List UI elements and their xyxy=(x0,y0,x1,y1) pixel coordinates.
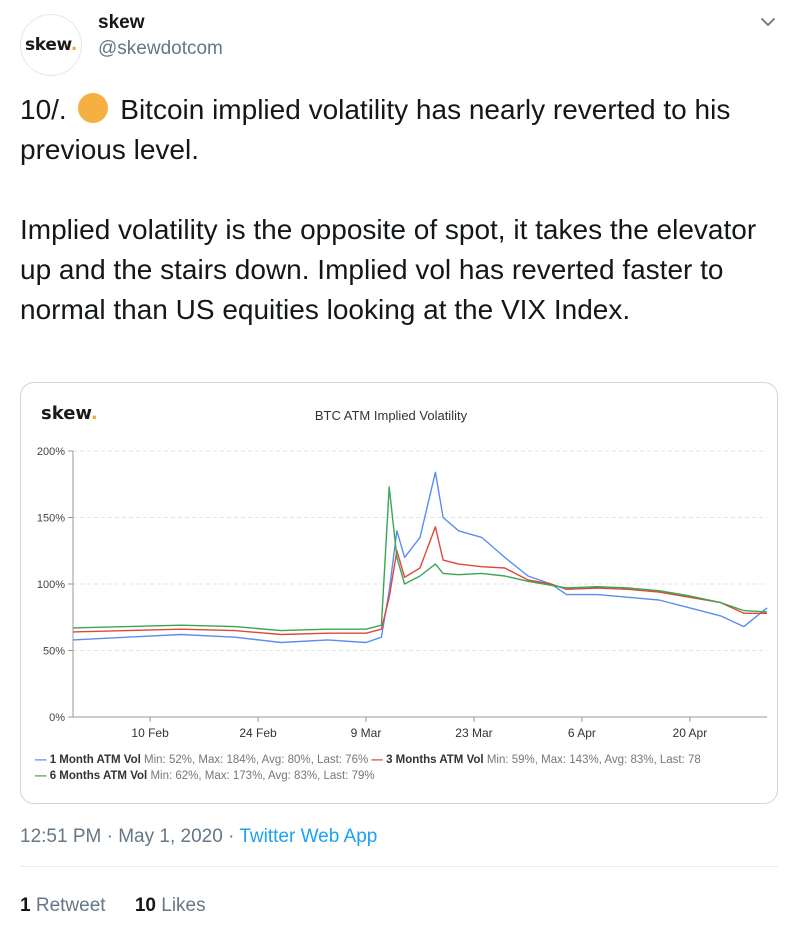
tweet-time[interactable]: 12:51 PM xyxy=(20,826,102,847)
x-tick-label: 10 Feb xyxy=(131,726,169,740)
x-tick-label: 6 Apr xyxy=(568,726,596,740)
legend-series-stats: Min: 62%, Max: 173%, Avg: 83%, Last: 79% xyxy=(150,770,374,782)
user-handle[interactable]: @skewdotcom xyxy=(98,38,223,59)
y-tick-label: 100% xyxy=(37,579,65,591)
avatar[interactable]: skew. xyxy=(20,14,82,76)
chart-title: BTC ATM Implied Volatility xyxy=(315,408,468,423)
x-tick-label: 24 Feb xyxy=(239,726,277,740)
chart-image[interactable]: skew. BTC ATM Implied Volatility 0% 50% 100%… xyxy=(20,382,778,804)
legend-swatch: — xyxy=(35,754,50,766)
legend-row: — 6 Months ATM Vol Min: 62%, Max: 173%, … xyxy=(35,770,375,782)
legend-series-stats: Min: 52%, Max: 184%, Avg: 80%, Last: 76% xyxy=(144,754,368,766)
legend-swatch: — xyxy=(35,770,50,782)
retweets-count[interactable]: 1 Retweet xyxy=(20,895,106,916)
tweet-meta: 12:51 PM · May 1, 2020 · Twitter Web App xyxy=(20,826,377,848)
legend-series-name: 1 Month ATM Vol xyxy=(50,754,144,766)
tweet-text-prefix: 10/. xyxy=(20,94,75,125)
legend-row: — 1 Month ATM Vol Min: 52%, Max: 184%, A… xyxy=(35,754,701,766)
x-tick-label: 23 Mar xyxy=(455,726,492,740)
tweet-text-main: Bitcoin implied volatility has nearly re… xyxy=(20,94,757,325)
x-tick-label: 20 Apr xyxy=(673,726,708,740)
series-line-2 xyxy=(72,526,767,636)
legend-swatch: — xyxy=(368,754,386,766)
tweet-text: 10/. Bitcoin implied volatility has near… xyxy=(20,90,780,330)
orange-circle-icon xyxy=(78,93,109,123)
display-name[interactable]: skew xyxy=(98,12,145,33)
legend-series-name: 3 Months ATM Vol xyxy=(386,754,487,766)
meta-separator: · xyxy=(101,826,119,847)
x-tick-label: 9 Mar xyxy=(351,726,382,740)
y-tick-label: 0% xyxy=(49,712,65,724)
series-line-1 xyxy=(72,471,768,644)
volatility-chart: skew. BTC ATM Implied Volatility 0% 50% 100%… xyxy=(35,403,768,782)
avatar-logo: skew. xyxy=(24,35,78,55)
y-tick-label: 50% xyxy=(43,646,65,658)
likes-count[interactable]: 10 Likes xyxy=(134,895,206,916)
tweet-header: skew. skew @skewdotcom xyxy=(20,8,780,76)
y-tick-label: 150% xyxy=(37,513,65,525)
divider xyxy=(20,866,778,867)
meta-separator: · xyxy=(222,826,240,847)
chart-brand-logo: skew. xyxy=(41,403,98,424)
legend-series-name: 6 Months ATM Vol xyxy=(50,770,151,782)
legend-series-stats: Min: 59%, Max: 143%, Avg: 83%, Last: 78 xyxy=(487,754,701,766)
chevron-down-icon[interactable] xyxy=(756,10,780,34)
tweet-stats: 1 Retweet 10 Likes xyxy=(20,895,230,917)
tweet-date[interactable]: May 1, 2020 xyxy=(118,826,223,847)
series-line-3 xyxy=(72,486,768,632)
y-tick-label: 200% xyxy=(37,446,65,458)
tweet-source-link[interactable]: Twitter Web App xyxy=(239,826,378,847)
